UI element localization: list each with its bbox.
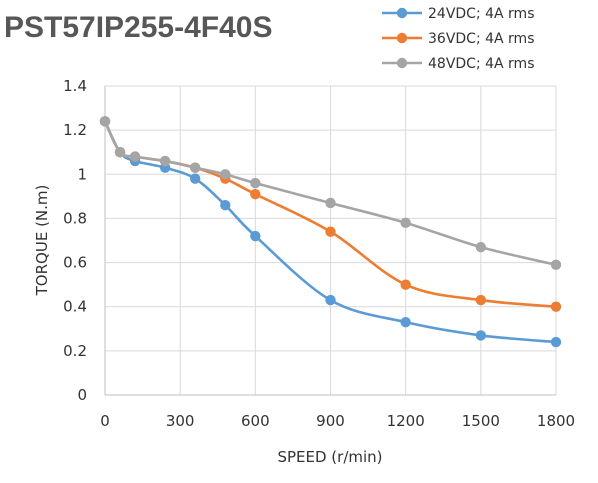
data-point bbox=[190, 162, 201, 173]
data-point bbox=[400, 217, 411, 229]
legend-marker bbox=[396, 57, 408, 69]
y-tick-label: 0.8 bbox=[63, 209, 87, 227]
x-tick-label: 0 bbox=[100, 412, 110, 430]
legend-marker bbox=[396, 32, 408, 44]
grid bbox=[104, 85, 557, 396]
legend-item-3: 48VDC; 4A rms bbox=[382, 56, 535, 72]
data-point bbox=[220, 199, 231, 211]
data-point bbox=[114, 147, 126, 158]
legend: 24VDC; 4A rms 36VDC; 4A rms 48VDC; 4A rms bbox=[382, 6, 535, 72]
y-tick-label: 0.2 bbox=[63, 342, 87, 360]
x-tick-label: 900 bbox=[316, 412, 345, 430]
y-tick-label: 0.4 bbox=[63, 298, 87, 316]
data-point bbox=[325, 197, 336, 209]
data-point bbox=[99, 116, 111, 127]
x-tick-label: 600 bbox=[241, 412, 270, 430]
y-tick-label: 1.2 bbox=[63, 121, 87, 139]
data-point bbox=[325, 294, 336, 306]
data-point bbox=[400, 316, 411, 328]
chart-title: PST57IP255-4F40S bbox=[4, 11, 273, 44]
data-point bbox=[325, 226, 336, 237]
data-point bbox=[400, 279, 411, 290]
data-point bbox=[159, 155, 171, 167]
data-point bbox=[129, 151, 141, 162]
x-axis-label: SPEED (r/min) bbox=[277, 448, 382, 466]
x-tick-label: 1500 bbox=[462, 412, 500, 430]
x-tick-label: 300 bbox=[166, 412, 195, 430]
data-point bbox=[475, 294, 487, 306]
x-tick-label: 1200 bbox=[387, 412, 425, 430]
legend-label: 24VDC; 4A rms bbox=[428, 6, 535, 22]
x-tick-label: 1800 bbox=[537, 412, 575, 430]
y-tick-labels: 0 0.2 0.4 0.6 0.8 1 1.2 1.4 bbox=[63, 77, 87, 404]
y-tick-label: 1 bbox=[77, 165, 87, 183]
data-point bbox=[190, 173, 201, 184]
data-point bbox=[550, 336, 562, 348]
data-point bbox=[475, 241, 487, 253]
legend-item-2: 36VDC; 4A rms bbox=[382, 31, 535, 47]
legend-label: 36VDC; 4A rms bbox=[428, 31, 535, 47]
series-group bbox=[99, 116, 562, 348]
data-point bbox=[220, 169, 231, 180]
data-point bbox=[250, 230, 261, 242]
y-axis-label: TORQUE (N.m) bbox=[33, 185, 51, 297]
series-3 bbox=[99, 116, 562, 270]
y-tick-label: 0 bbox=[77, 386, 87, 404]
y-tick-label: 1.4 bbox=[63, 77, 87, 95]
x-tick-labels: 0 300 600 900 1200 1500 1800 bbox=[100, 412, 575, 430]
data-point bbox=[250, 188, 261, 200]
legend-item-1: 24VDC; 4A rms bbox=[382, 6, 535, 22]
data-point bbox=[550, 301, 562, 312]
legend-label: 48VDC; 4A rms bbox=[428, 56, 535, 72]
data-point bbox=[550, 259, 562, 270]
data-point bbox=[250, 177, 261, 189]
y-tick-label: 0.6 bbox=[63, 254, 87, 272]
legend-marker bbox=[396, 7, 408, 19]
data-point bbox=[475, 330, 487, 341]
